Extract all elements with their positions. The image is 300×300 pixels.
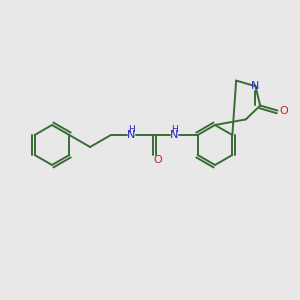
Text: O: O [279,106,288,116]
Text: N: N [170,130,179,140]
Text: H: H [128,125,135,134]
Text: H: H [171,125,178,134]
Text: N: N [127,130,136,140]
Text: O: O [154,155,162,165]
Text: N: N [251,81,260,91]
